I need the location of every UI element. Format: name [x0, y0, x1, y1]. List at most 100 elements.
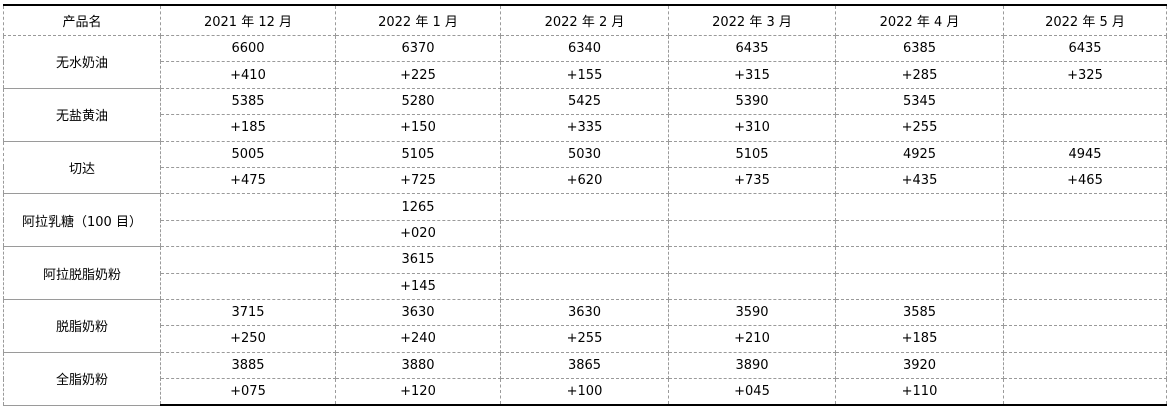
change-row: +020: [4, 219, 1167, 248]
price-cell: 6435: [668, 34, 836, 63]
product-name: 无水奶油: [3, 35, 161, 89]
change-row: +410 +225 +155 +315 +285 +325: [4, 61, 1167, 89]
change-cell: +210: [668, 325, 836, 353]
change-cell: [160, 219, 336, 248]
change-cell: +185: [835, 325, 1004, 353]
change-cell: +410: [160, 61, 336, 89]
change-cell: +725: [335, 166, 501, 195]
price-row: 阿拉脱脂奶粉 3615: [3, 246, 1167, 300]
price-cell: [668, 246, 836, 274]
price-cell: [1003, 193, 1167, 221]
change-cell: +250: [160, 325, 336, 353]
change-cell: +075: [160, 378, 336, 407]
change-cell: +735: [668, 166, 836, 195]
price-cell: 5105: [668, 140, 836, 168]
change-cell: +120: [335, 378, 501, 407]
price-cell: [1003, 87, 1167, 116]
price-cell: 5390: [668, 87, 836, 116]
change-cell: [1003, 114, 1167, 142]
header-cell: 产品名: [3, 4, 161, 36]
price-cell: 3585: [835, 298, 1004, 327]
price-cell: 5345: [835, 87, 1004, 116]
change-cell: [1003, 378, 1167, 407]
change-cell: +315: [668, 61, 836, 89]
change-cell: +255: [835, 114, 1004, 142]
change-cell: [1003, 272, 1167, 300]
change-row: +145: [4, 272, 1167, 300]
header-cell: 2022 年 1 月: [335, 4, 501, 36]
price-cell: 3885: [160, 351, 336, 380]
change-cell: +255: [500, 325, 669, 353]
change-cell: +145: [335, 272, 501, 300]
change-cell: [835, 219, 1004, 248]
change-cell: [835, 272, 1004, 300]
header-cell: 2022 年 3 月: [668, 4, 836, 36]
product-name: 切达: [3, 140, 161, 195]
change-cell: +100: [500, 378, 669, 407]
price-row: 无水奶油 6600 6370 6340 6435 6385 6435: [3, 34, 1167, 89]
change-cell: +285: [835, 61, 1004, 89]
change-row: +250 +240 +255 +210 +185: [4, 325, 1167, 353]
change-cell: +435: [835, 166, 1004, 195]
product-name: 阿拉乳糖（100 目）: [3, 193, 161, 248]
price-cell: 3590: [668, 298, 836, 327]
change-cell: +465: [1003, 166, 1167, 195]
price-cell: 3890: [668, 351, 836, 380]
price-cell: 3880: [335, 351, 501, 380]
table-body: 产品名 2021 年 12 月 2022 年 1 月 2022 年 2 月 2022 年…: [3, 4, 1167, 407]
price-row: 阿拉乳糖（100 目） 1265: [3, 193, 1167, 248]
price-cell: 5425: [500, 87, 669, 116]
header-cell: 2022 年 2 月: [500, 4, 669, 36]
header-row: 产品名 2021 年 12 月 2022 年 1 月 2022 年 2 月 2022 年…: [3, 4, 1167, 36]
price-cell: [1003, 246, 1167, 274]
product-name: 全脂奶粉: [3, 351, 161, 406]
price-cell: 6600: [160, 34, 336, 63]
change-row: +185 +150 +335 +310 +255: [4, 114, 1167, 142]
change-row: +475 +725 +620 +735 +435 +465: [4, 166, 1167, 195]
change-cell: +475: [160, 166, 336, 195]
price-cell: 6385: [835, 34, 1004, 63]
price-cell: 6340: [500, 34, 669, 63]
price-cell: [835, 246, 1004, 274]
change-cell: +335: [500, 114, 669, 142]
price-cell: 5105: [335, 140, 501, 168]
change-cell: +045: [668, 378, 836, 407]
price-cell: [668, 193, 836, 221]
change-cell: [500, 219, 669, 248]
price-cell: 1265: [335, 193, 501, 221]
change-cell: +325: [1003, 61, 1167, 89]
header-cell: 2021 年 12 月: [160, 4, 336, 36]
price-cell: [160, 246, 336, 274]
price-cell: 3615: [335, 246, 501, 274]
price-cell: 5385: [160, 87, 336, 116]
change-cell: [500, 272, 669, 300]
price-cell: [500, 193, 669, 221]
price-cell: 3920: [835, 351, 1004, 380]
change-cell: +620: [500, 166, 669, 195]
product-name: 无盐黄油: [3, 87, 161, 142]
price-cell: 3630: [335, 298, 501, 327]
header-cell: 2022 年 4 月: [835, 4, 1004, 36]
price-cell: 3630: [500, 298, 669, 327]
price-cell: [500, 246, 669, 274]
price-cell: 3865: [500, 351, 669, 380]
price-cell: 3715: [160, 298, 336, 327]
change-cell: +310: [668, 114, 836, 142]
price-cell: 5280: [335, 87, 501, 116]
price-cell: [160, 193, 336, 221]
change-cell: +110: [835, 378, 1004, 407]
price-table: 产品名 2021 年 12 月 2022 年 1 月 2022 年 2 月 2022 年…: [3, 4, 1167, 407]
price-cell: 5030: [500, 140, 669, 168]
change-cell: +155: [500, 61, 669, 89]
change-cell: +185: [160, 114, 336, 142]
price-cell: 6370: [335, 34, 501, 63]
change-cell: [160, 272, 336, 300]
price-cell: [835, 193, 1004, 221]
price-cell: [1003, 351, 1167, 380]
price-row: 脱脂奶粉 3715 3630 3630 3590 3585: [3, 298, 1167, 353]
change-cell: [668, 219, 836, 248]
change-cell: [1003, 219, 1167, 248]
price-cell: 4925: [835, 140, 1004, 168]
change-cell: +240: [335, 325, 501, 353]
